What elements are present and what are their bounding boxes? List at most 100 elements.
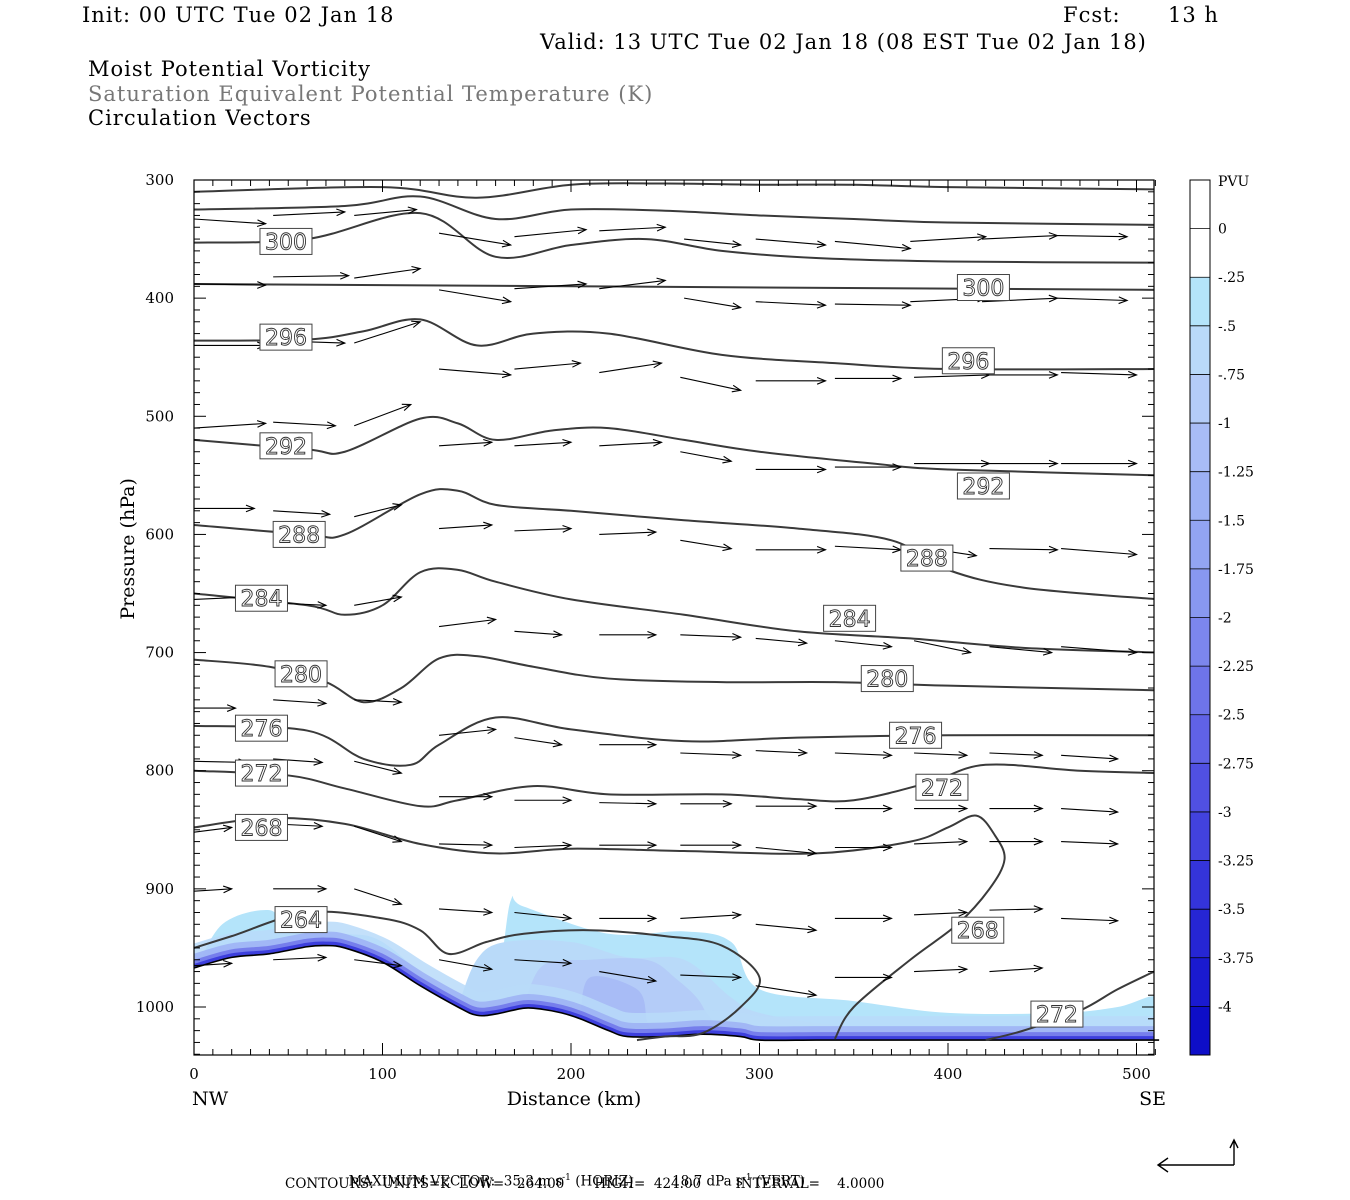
vector-head xyxy=(967,550,978,559)
vector-shaft xyxy=(354,504,402,518)
vector-head xyxy=(731,240,743,248)
contour-label-text: 268 xyxy=(240,816,282,841)
vector-shaft xyxy=(989,967,1043,973)
vector-head xyxy=(647,528,658,537)
circulation-vector xyxy=(1061,839,1120,848)
y-tick-label: 500 xyxy=(145,407,174,425)
vector-shaft xyxy=(354,208,417,216)
vector-head xyxy=(882,914,893,923)
circulation-vector xyxy=(680,911,743,920)
circulation-vector xyxy=(193,281,268,289)
axes-layer: 300 400 500 600 700 800 900 1000 0 100 200 300 400 50… xyxy=(117,171,1166,1110)
vector-head xyxy=(882,804,893,813)
contour-label-text: 296 xyxy=(947,350,989,375)
vector-shaft xyxy=(989,752,1043,756)
circulation-vector xyxy=(514,796,573,805)
colorbar-label: -.25 xyxy=(1218,270,1245,286)
circulation-vector xyxy=(834,545,903,554)
circulation-vector xyxy=(599,914,658,923)
circulation-vector xyxy=(684,297,743,311)
vector-shaft xyxy=(354,888,402,905)
vector-shaft xyxy=(354,825,402,843)
max-vector-label: MAXIMUM VECTOR: xyxy=(348,1173,496,1190)
vector-head xyxy=(816,545,827,554)
vector-shaft xyxy=(913,640,971,654)
circulation-vector xyxy=(755,802,818,811)
contour-label-box xyxy=(234,714,288,742)
contour-label: 296 xyxy=(941,347,995,375)
vector-shaft xyxy=(354,321,421,344)
vector-head xyxy=(976,233,988,242)
circulation-vector xyxy=(599,631,658,639)
circulation-vector xyxy=(194,504,256,513)
vector-head xyxy=(562,525,573,533)
vector-shaft xyxy=(439,368,511,376)
vector-shaft xyxy=(354,403,411,427)
y-tick-label: 300 xyxy=(145,171,174,189)
reference-horiz-arrow xyxy=(1156,1157,1234,1173)
circulation-vector xyxy=(599,971,658,984)
circulation-vector xyxy=(438,616,498,628)
contour-label: 280 xyxy=(274,660,328,688)
contour-label-layer: 300 300 296 296 292 292 288 288 284 284 280 280 276 2… xyxy=(234,227,1084,1029)
max-vector-horiz-exponent: -1 xyxy=(562,1173,571,1183)
vector-head xyxy=(256,219,268,228)
vector-shaft xyxy=(193,422,266,429)
contour-label-box xyxy=(272,520,326,548)
contour-label: 280 xyxy=(860,665,914,693)
vector-head xyxy=(1033,837,1044,846)
contour-label-box xyxy=(274,660,328,688)
vector-shaft xyxy=(599,226,666,232)
circulation-vector xyxy=(914,459,991,468)
vector-head xyxy=(486,726,498,735)
circulation-vector xyxy=(680,751,743,759)
vector-shaft xyxy=(1061,807,1118,813)
se-end-label: SE xyxy=(1139,1088,1166,1110)
circulation-vector xyxy=(354,320,422,344)
vector-shaft xyxy=(514,959,572,964)
contour-label: 272 xyxy=(234,759,288,788)
vector-shaft xyxy=(273,699,326,704)
vector-head xyxy=(882,751,893,759)
x-tick-label: 0 xyxy=(189,1065,199,1083)
contour-label-box xyxy=(1030,1000,1084,1028)
circulation-vector xyxy=(755,637,809,647)
vector-head xyxy=(958,909,969,917)
circulation-vector xyxy=(989,804,1044,813)
circulation-vector xyxy=(1061,459,1138,468)
y-tick-label: 400 xyxy=(145,289,174,307)
vector-shaft xyxy=(599,362,662,374)
vector-shaft xyxy=(1057,297,1128,302)
vector-head xyxy=(1108,916,1120,925)
circulation-vector xyxy=(981,232,1059,240)
vector-head xyxy=(392,503,403,511)
vector-shaft xyxy=(680,451,732,462)
vector-head xyxy=(339,271,351,280)
vector-head xyxy=(1033,751,1044,759)
vector-head xyxy=(731,973,743,981)
contour-label: 292 xyxy=(956,472,1010,500)
theta-es-contour xyxy=(194,653,1154,704)
colorbar-label: -.75 xyxy=(1218,367,1245,383)
vector-shaft xyxy=(273,510,330,515)
vector-shaft xyxy=(514,844,572,849)
circulation-vector xyxy=(834,640,893,650)
circulation-vector xyxy=(354,825,403,843)
vector-head xyxy=(731,633,743,641)
vector-shaft xyxy=(1061,917,1118,922)
circulation-vector xyxy=(1061,646,1138,656)
pv-surface-band xyxy=(194,941,1154,1041)
max-vector-vert-exponent: -1 xyxy=(742,1173,752,1183)
vector-head xyxy=(731,911,743,920)
vector-shaft xyxy=(273,211,345,216)
vector-shaft xyxy=(1061,646,1137,654)
vector-head xyxy=(317,698,328,707)
contour-label: 300 xyxy=(956,274,1010,302)
contour-label-box xyxy=(823,604,877,632)
surface-line xyxy=(193,944,1160,1042)
circulation-vector xyxy=(680,973,743,981)
circulation-vector xyxy=(273,953,328,962)
vector-shaft xyxy=(914,968,967,973)
circulation-vector xyxy=(989,751,1044,759)
contour-label-text: 292 xyxy=(265,435,307,460)
